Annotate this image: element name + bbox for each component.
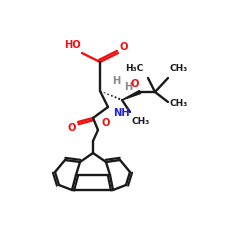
Text: O: O [102,118,110,128]
Text: NH: NH [113,108,130,118]
Text: H: H [112,76,120,86]
Text: H: H [124,82,132,92]
Polygon shape [122,90,141,100]
Text: O: O [130,79,139,89]
Text: O: O [119,42,128,52]
Text: CH₃: CH₃ [131,117,149,126]
Text: H₃C: H₃C [125,64,143,73]
Text: CH₃: CH₃ [170,98,188,108]
Text: HO: HO [64,40,81,50]
Text: O: O [68,123,76,133]
Text: CH₃: CH₃ [170,64,188,73]
